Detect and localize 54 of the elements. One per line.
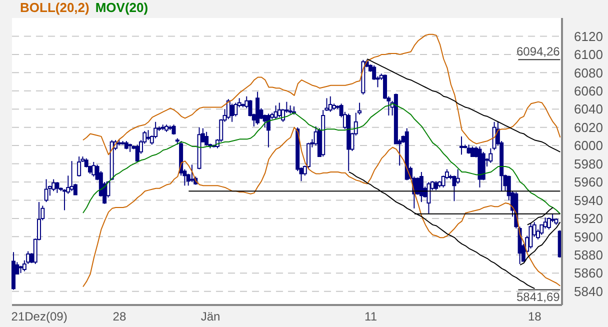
candlestick	[146, 130, 150, 141]
candlestick	[52, 178, 56, 192]
candlestick	[92, 161, 96, 178]
x-tick-label: Jän	[200, 310, 220, 324]
line-series	[520, 222, 561, 266]
candlestick	[77, 156, 82, 178]
line-series	[82, 103, 561, 214]
x-tick-label: 28	[112, 310, 126, 324]
line-series	[82, 126, 561, 288]
y-tick-label: 5980	[574, 156, 603, 172]
candlestick	[328, 96, 332, 112]
candlestick	[426, 182, 431, 214]
candlestick	[434, 180, 438, 191]
candlestick	[62, 188, 66, 211]
candlestick	[277, 102, 282, 118]
line-series	[82, 34, 561, 156]
candlestick	[419, 171, 424, 203]
x-tick-label: 11	[364, 310, 378, 324]
candlestick	[460, 136, 464, 156]
candlestick	[456, 168, 460, 184]
y-tick-label: 5960	[574, 174, 603, 190]
candlestick	[70, 160, 74, 192]
y-tick-label: 5840	[574, 284, 603, 299]
x-tick-label: 18	[528, 310, 542, 324]
candlestick	[190, 164, 194, 182]
y-tick-label: 6020	[574, 120, 603, 135]
y-tick-label: 6120	[574, 28, 603, 44]
y-tick-label: 6100	[574, 47, 603, 62]
y-tick-label: 5860	[574, 266, 603, 281]
candlestick	[266, 113, 270, 148]
y-tick-label: 5920	[574, 211, 603, 226]
candlestick	[135, 144, 140, 162]
text: MOV(20)	[95, 0, 148, 16]
y-tick-label: 6040	[574, 102, 603, 117]
annotation: 5841,69	[516, 290, 560, 304]
candlestick	[546, 217, 551, 230]
candlestick	[204, 131, 209, 146]
annotation: 6094,26	[516, 44, 560, 59]
y-tick-label: 6080	[574, 65, 603, 80]
candlestick	[230, 103, 234, 122]
y-tick-label: 5900	[574, 229, 603, 244]
y-tick-label: 5940	[574, 192, 603, 208]
line-series	[366, 58, 561, 152]
candlestick	[44, 178, 48, 203]
text: BOLL(20,2)	[20, 0, 90, 16]
y-tick-label: 6000	[574, 138, 603, 154]
candlestick	[528, 222, 533, 250]
candlestick	[466, 144, 471, 154]
x-tick-label: 21Dez(09)	[11, 310, 68, 324]
candlestick	[55, 182, 60, 194]
y-tick-label: 5880	[574, 248, 603, 263]
y-tick-label: 6060	[574, 84, 603, 99]
candlestick	[172, 124, 176, 136]
candlestick	[274, 104, 278, 120]
